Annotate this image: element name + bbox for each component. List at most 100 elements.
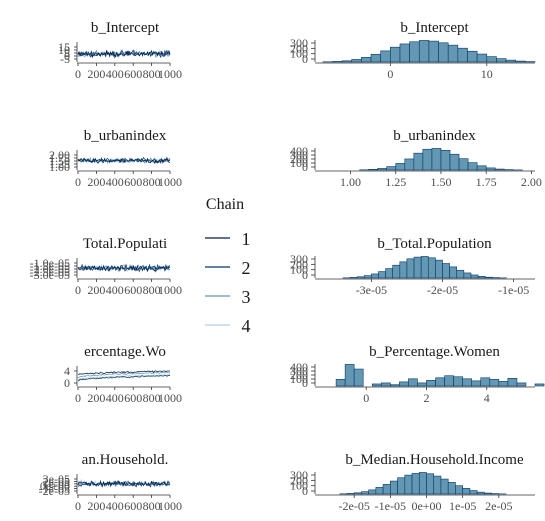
hist-bar [413, 256, 422, 279]
trace-y-tick-label: -1.5e-05 [30, 259, 70, 273]
hist-bar [418, 40, 430, 63]
hist-bar [469, 490, 478, 495]
hist-y-tick-label: 0 [302, 376, 308, 390]
hist-bar [476, 53, 488, 63]
hist-bar [404, 158, 415, 171]
hist-bar [399, 381, 409, 387]
trace-x-tick-label: 600 [124, 391, 142, 405]
hist-bar [440, 149, 451, 171]
hist-bar [353, 492, 362, 495]
trace-series-line-3 [77, 479, 171, 488]
hist-y-tick-label: 300 [290, 36, 308, 50]
hist-bar [494, 168, 505, 171]
hist-bar [440, 478, 449, 495]
hist-bar [515, 60, 526, 63]
hist-bar [426, 380, 436, 387]
trace-panel-5: an.Household. -2e-05-1e-050e+001e-052e-05… [39, 452, 182, 513]
hist-bar [371, 383, 382, 387]
hist-bar [467, 50, 478, 63]
hist-bar [335, 379, 346, 387]
hist-bar [408, 378, 418, 387]
trace-x-tick-label: 600 [124, 175, 142, 189]
hist-bar [489, 379, 500, 387]
hist-bar [476, 491, 485, 495]
hist-y-tick-label: 100 [290, 156, 308, 170]
trace-x-tick-label: 400 [106, 67, 124, 81]
hist-bar [457, 47, 468, 63]
hist-y-tick-label: 0 [302, 160, 308, 174]
hist-x-tick-label: -2e-05 [427, 283, 458, 297]
hist-bar [399, 43, 410, 63]
hist-bar [433, 475, 442, 495]
trace-x-tick-label: 800 [143, 175, 161, 189]
trace-x-tick-label: 400 [106, 391, 124, 405]
hist-bar [409, 41, 420, 63]
hist-bar [507, 377, 518, 387]
hist-bar [486, 56, 497, 63]
hist-bar [346, 493, 355, 495]
hist-x-tick-label: 1.00 [340, 175, 361, 189]
hist-bar [420, 256, 429, 279]
trace-y-tick-label: 15 [58, 40, 70, 54]
legend-label-1: 1 [242, 229, 251, 249]
legend-label-3: 3 [242, 287, 251, 307]
trace-y-tick-label: -5 [60, 52, 70, 66]
trace-x-tick-label: 0 [75, 67, 81, 81]
hist-bar [428, 40, 439, 63]
hist-bar [418, 472, 427, 495]
hist-bar [447, 482, 456, 495]
hist-bar [453, 376, 463, 387]
hist-x-tick-label: 2 [424, 391, 430, 405]
hist-bar [467, 162, 478, 171]
hist-bar [370, 53, 381, 63]
hist-bar [353, 368, 364, 387]
hist-bar [470, 274, 479, 279]
hist-bar [485, 167, 496, 171]
trace-series-line-2 [77, 371, 171, 379]
trace-y-tick-label: -1e-05 [39, 482, 70, 496]
trace-y-tick-label: 4 [64, 364, 70, 378]
trace-x-tick-label: 200 [87, 391, 105, 405]
trace-x-tick-label: 0 [75, 499, 81, 513]
trace-x-tick-label: 600 [124, 283, 142, 297]
trace-x-tick-label: 200 [87, 67, 105, 81]
trace-y-tick-label: 1.25 [49, 157, 70, 171]
trace-x-tick-label: 800 [143, 67, 161, 81]
trace-x-tick-label: 1000 [158, 283, 182, 297]
trace-y-tick-label: -2e-05 [39, 484, 70, 498]
hist-bar [404, 474, 413, 495]
hist-bar [426, 473, 435, 495]
hist-bar [390, 384, 400, 387]
hist-bar [435, 259, 443, 279]
hist-bar [380, 382, 391, 387]
trace-series-line-4 [77, 480, 171, 488]
hist-x-tick-label: 1e-05 [449, 499, 476, 513]
hist-bar [422, 148, 433, 171]
hist-y-tick-label: 200 [290, 41, 308, 55]
trace-y-tick-label: 2e-05 [43, 474, 70, 488]
hist-bar [484, 492, 492, 495]
legend-label-4: 4 [242, 316, 251, 336]
hist-y-tick-label: 0 [302, 484, 308, 498]
hist-bar [356, 276, 365, 279]
trace-x-tick-label: 600 [124, 499, 142, 513]
trace-x-tick-label: 200 [87, 499, 105, 513]
trace-y-tick-label: 0 [64, 49, 70, 63]
hist-bar [438, 42, 449, 63]
hist-title: b_Median.Household.Income [345, 452, 524, 468]
trace-y-tick-label: 0 [64, 376, 70, 390]
hist-bar [399, 261, 408, 279]
hist-y-tick-label: 0 [302, 52, 308, 66]
hist-y-tick-label: 300 [290, 252, 308, 266]
hist-y-tick-label: 200 [290, 368, 308, 382]
hist-x-tick-label: -3e-05 [356, 283, 387, 297]
hist-bar [361, 56, 372, 63]
trace-x-tick-label: 400 [106, 499, 124, 513]
trace-y-tick-label: 1e-05 [43, 477, 70, 491]
trace-series-line-3 [77, 374, 171, 382]
